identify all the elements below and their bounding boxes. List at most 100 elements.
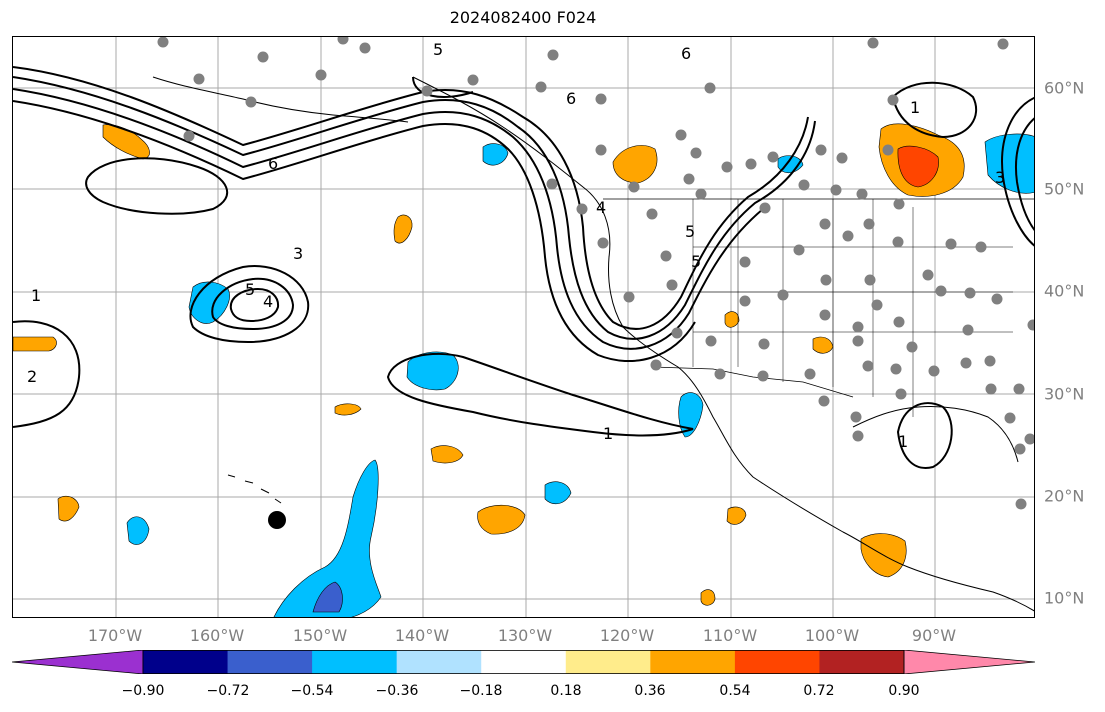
- lat-tick-label: 20°N: [1044, 486, 1085, 506]
- contour-label: 1: [910, 98, 920, 117]
- contour-label: 4: [596, 198, 606, 217]
- contour-1c: [13, 88, 764, 350]
- contour-label: 6: [268, 154, 278, 173]
- colorbar-tick-label: −0.36: [375, 683, 419, 699]
- positive-patch-small-1: [393, 214, 413, 244]
- shaded-anomalies: [13, 123, 1034, 617]
- positive-patch-pacific-2: [430, 445, 464, 464]
- contour-label: 6: [681, 44, 691, 63]
- colorbar-segment: [396, 650, 482, 674]
- colorbar-segment: [227, 650, 313, 674]
- contour-one-2: [896, 402, 953, 469]
- coastlines: [152, 76, 1034, 612]
- lon-tick-label: 100°W: [804, 626, 860, 645]
- positive-patch-small-3: [334, 403, 362, 416]
- contour-low-3: [229, 287, 280, 323]
- lon-tick-label: 90°W: [911, 626, 957, 645]
- colorbar-tick-label: −0.54: [290, 683, 334, 699]
- contour-low-1: [189, 265, 310, 344]
- contour-label: 5: [245, 280, 255, 299]
- colorbar-segment: [481, 650, 567, 674]
- positive-patch-pacific-1: [477, 504, 526, 535]
- negative-patch-small-1: [482, 143, 509, 166]
- positive-patch-small-2: [57, 495, 80, 522]
- lon-tick-label: 170°W: [87, 626, 143, 645]
- colorbar-extend-high: [903, 650, 1035, 674]
- contour-nw-1: [412, 76, 474, 98]
- colorbar-segment: [312, 650, 398, 674]
- negative-patch-small-3: [126, 516, 150, 545]
- contour-label: 1: [31, 286, 41, 305]
- hawaii-islands: [227, 474, 282, 504]
- lon-tick-label: 110°W: [702, 626, 758, 645]
- colorbar-segment: [565, 650, 651, 674]
- contour-label: 6: [566, 89, 576, 108]
- negative-patch-baja: [678, 392, 704, 438]
- colorbar-segment: [819, 650, 905, 674]
- lon-tick-label: 130°W: [497, 626, 553, 645]
- lat-tick-label: 60°N: [1044, 78, 1085, 98]
- map-panel: 5 6 6 3 4 5 1 2 1 1 5 6 4 5 3 1: [12, 36, 1035, 618]
- contour-one-1: [386, 353, 694, 437]
- negative-patch-gulf-alaska: [188, 281, 230, 324]
- contour-label: 5: [433, 40, 443, 59]
- map-canvas: 5 6 6 3 4 5 1 2 1 1 5 6 4 5 3 1: [13, 37, 1034, 617]
- negative-patch-small-2: [544, 481, 572, 505]
- colorbar-tick-label: −0.72: [206, 683, 250, 699]
- contour-label-group: 5 6 6 3 4 5 1 2 1 1 5 6 4 5 3 1: [27, 40, 1005, 451]
- colorbar-tick-label: 0.18: [550, 683, 582, 699]
- colorbar-tick-label: 0.36: [634, 683, 666, 699]
- positive-patch-small-5: [700, 589, 716, 606]
- contour-loop-1: [85, 157, 229, 215]
- colorbar-tick-label: 0.90: [888, 683, 920, 699]
- contour-lines: [13, 66, 1034, 469]
- colorbar-segment: [143, 650, 229, 674]
- hurricane-marker: [268, 511, 286, 529]
- contour-1a: [13, 66, 809, 330]
- colorbar-tick-label: −0.18: [459, 683, 503, 699]
- north-america-coast: [412, 76, 1034, 612]
- positive-patch-small-6: [724, 311, 740, 328]
- colorbar-segment: [734, 650, 820, 674]
- lat-tick-label: 30°N: [1044, 384, 1085, 404]
- figure-title: 2024082400 F024: [449, 8, 597, 27]
- contour-hudson-3: [1015, 117, 1034, 231]
- contour-label: 1: [603, 424, 613, 443]
- positive-patch-small-4: [726, 506, 747, 525]
- positive-patch-nw-us: [612, 145, 658, 184]
- lon-tick-label: 160°W: [189, 626, 245, 645]
- gulf-coast: [852, 406, 1019, 463]
- colorbar-segment: [650, 650, 736, 674]
- colorbar-frame: [142, 650, 905, 674]
- lat-tick-label: 40°N: [1044, 281, 1085, 301]
- contour-label: 5: [685, 222, 695, 241]
- negative-core-tropical: [312, 581, 343, 613]
- contour-label: 2: [27, 367, 37, 386]
- contour-hudson-2: [1001, 96, 1034, 247]
- graticule: [13, 37, 1034, 617]
- contour-label: 5: [691, 252, 701, 271]
- us-mexico-border: [652, 366, 854, 398]
- contour-low-2: [211, 277, 295, 331]
- negative-patch-hudson: [984, 133, 1034, 194]
- positive-core-hudson: [897, 145, 939, 188]
- alaska-coast: [152, 76, 409, 123]
- colorbar-tick-label: 0.72: [803, 683, 835, 699]
- contour-label: 3: [293, 244, 303, 263]
- lat-tick-label: 50°N: [1044, 179, 1085, 199]
- positive-patch-small-7: [812, 336, 834, 354]
- negative-patch-east-pacific: [406, 351, 459, 391]
- contour-label: 4: [263, 292, 273, 311]
- negative-patch-tropical: [273, 459, 382, 617]
- colorbar-extend-low: [12, 650, 144, 674]
- contour-hudson-1: [891, 81, 978, 139]
- contour-label: 1: [898, 432, 908, 451]
- lon-tick-label: 140°W: [394, 626, 450, 645]
- contour-outer-1: [13, 320, 81, 428]
- contour-1b: [13, 76, 816, 340]
- lon-tick-label: 120°W: [599, 626, 655, 645]
- colorbar-tick-label: −0.90: [121, 683, 165, 699]
- positive-patch-west-1: [13, 336, 57, 352]
- station-markers: [157, 37, 1034, 510]
